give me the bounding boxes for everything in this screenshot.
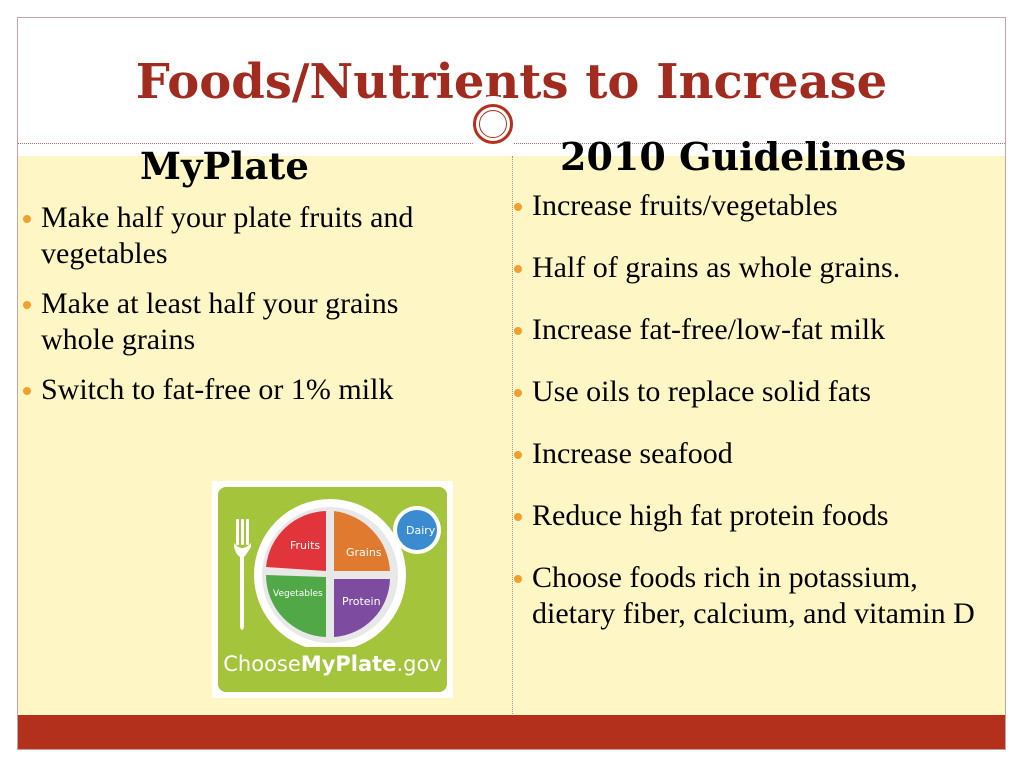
- plate-label-protein: Protein: [342, 595, 381, 608]
- bullet-icon: [514, 513, 522, 521]
- list-item: Increase fruits/vegetables: [508, 188, 998, 224]
- bullet-icon: [23, 215, 31, 223]
- list-item: Half of grains as whole grains.: [508, 250, 998, 286]
- bullet-icon: [514, 575, 522, 583]
- list-item: Make half your plate fruits and vegetabl…: [17, 200, 467, 272]
- myplate-caption: ChooseMyPlate.gov: [223, 652, 442, 676]
- plate-label-grains: Grains: [346, 546, 382, 559]
- bullet-icon: [23, 387, 31, 395]
- content-panel: [18, 156, 1005, 716]
- guidelines-heading: 2010 Guidelines: [560, 134, 907, 179]
- slide-title: Foods/Nutrients to Increase: [135, 54, 888, 110]
- fork-icon: [234, 519, 251, 630]
- plate-section-protein: [334, 579, 390, 637]
- bullet-icon: [23, 301, 31, 309]
- bullet-icon: [514, 203, 522, 211]
- list-item: Make at least half your grains whole gra…: [17, 286, 467, 358]
- bullet-icon: [514, 265, 522, 273]
- myplate-bullet-list: Make half your plate fruits and vegetabl…: [17, 200, 467, 422]
- guidelines-bullet-list: Increase fruits/vegetables Half of grain…: [508, 188, 998, 658]
- list-item: Use oils to replace solid fats: [508, 374, 998, 410]
- myplate-heading: MyPlate: [140, 144, 309, 188]
- plate-section-grains: [334, 511, 390, 571]
- column-divider: [512, 156, 513, 716]
- list-item: Increase seafood: [508, 436, 998, 472]
- plate-label-fruits: Fruits: [290, 539, 320, 552]
- plate-section-vegetables: [266, 575, 326, 637]
- plate-icon: [254, 499, 406, 647]
- footer-bar: [18, 715, 1005, 749]
- list-item: Reduce high fat protein foods: [508, 498, 998, 534]
- list-item: Choose foods rich in potassium, dietary …: [508, 560, 998, 632]
- myplate-graphic: Fruits Grains Vegetables Protein Dairy: [234, 499, 441, 647]
- medallion-icon: [465, 96, 521, 152]
- list-item: Switch to fat-free or 1% milk: [17, 372, 467, 408]
- dairy-cup-icon: [393, 506, 441, 554]
- bullet-icon: [514, 389, 522, 397]
- plate-section-fruits: [266, 511, 326, 571]
- myplate-logo: Fruits Grains Vegetables Protein Dairy C…: [212, 481, 453, 698]
- plate-label-vegetables: Vegetables: [273, 589, 323, 599]
- plate-label-dairy: Dairy: [406, 524, 436, 537]
- list-item: Increase fat-free/low-fat milk: [508, 312, 998, 348]
- bullet-icon: [514, 451, 522, 459]
- bullet-icon: [514, 327, 522, 335]
